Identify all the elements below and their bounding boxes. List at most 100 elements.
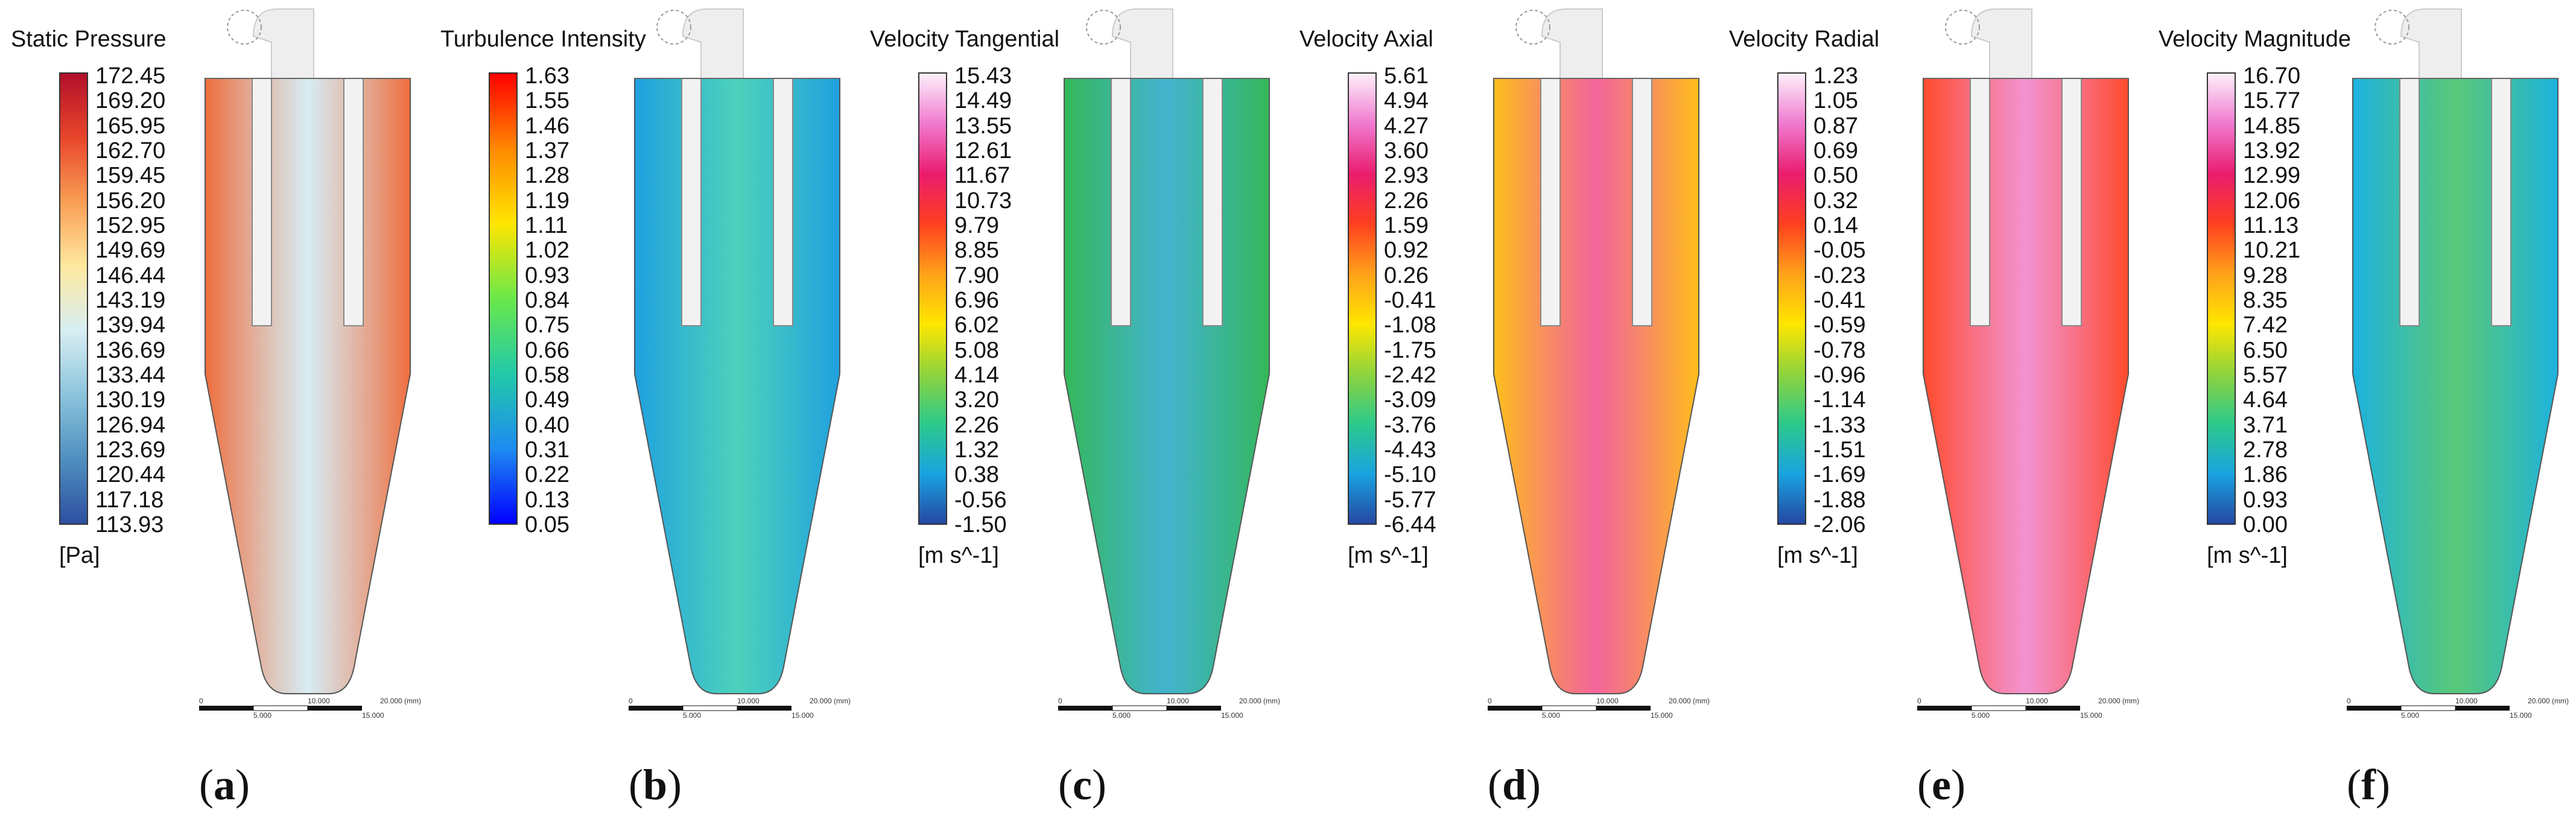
colorbar-tick-label: 5.61 bbox=[1384, 63, 1429, 89]
colorbar-tick-label: 0.92 bbox=[1384, 238, 1429, 264]
colorbar-unit: [m s^-1] bbox=[1777, 543, 1858, 568]
colorbar-tick-label: 0.31 bbox=[525, 437, 569, 463]
panel-label: (c) bbox=[1058, 761, 1106, 809]
colorbar-tick-label: 0.93 bbox=[2243, 487, 2288, 513]
colorbar-tick-label: 1.86 bbox=[2243, 462, 2288, 488]
colorbar-tick-label: 117.18 bbox=[95, 487, 164, 513]
colorbar-tick-label: 16.70 bbox=[2243, 63, 2301, 89]
colorbar-tick-label: 0.26 bbox=[1384, 262, 1429, 288]
colorbar-tick-label: 11.13 bbox=[2243, 212, 2299, 238]
colorbar-tick-label: -3.76 bbox=[1384, 412, 1436, 438]
scale-bar: 0 10.000 20.000 (mm) 5.000 15.000 bbox=[1058, 697, 1280, 720]
colorbar-tick-label: 9.79 bbox=[954, 212, 999, 238]
inlet-outline bbox=[2375, 10, 2409, 45]
inlet-pipe bbox=[1541, 8, 1603, 79]
colorbar bbox=[1777, 72, 1806, 525]
colorbar-tick-label: 113.93 bbox=[95, 512, 164, 537]
colorbar-tick-label: -0.96 bbox=[1813, 362, 1866, 388]
colorbar-tick-label: 13.92 bbox=[2243, 138, 2301, 163]
colorbar-tick-label: -6.44 bbox=[1384, 512, 1436, 537]
colorbar-tick-label: 12.99 bbox=[2243, 163, 2301, 189]
panel-c: Velocity Tangential 15.43 14.49 13.55 12.61 1… bbox=[859, 0, 1287, 827]
colorbar-tick-label: -0.59 bbox=[1813, 312, 1866, 338]
colorbar-tick-label: 169.20 bbox=[95, 88, 166, 114]
scale-bar-label: 10.000 bbox=[308, 697, 330, 705]
colorbar-tick-label: 146.44 bbox=[95, 262, 166, 288]
colorbar-tick-label: 126.94 bbox=[95, 412, 166, 438]
colorbar-tick-label: 2.93 bbox=[1384, 163, 1429, 189]
cyclone-body bbox=[1923, 78, 2129, 694]
colorbar-tick-label: -1.14 bbox=[1813, 387, 1866, 413]
colorbar-tick-label: 11.67 bbox=[954, 163, 1010, 189]
colorbar-title: Velocity Axial bbox=[1299, 27, 1433, 52]
colorbar-tick-label: 5.57 bbox=[2243, 362, 2288, 388]
colorbar-tick-label: 0.69 bbox=[1813, 138, 1858, 163]
colorbar-tick-label: 0.93 bbox=[525, 262, 569, 288]
colorbar-tick-label: -0.41 bbox=[1384, 287, 1436, 313]
colorbar-tick-label: 1.63 bbox=[525, 63, 569, 89]
colorbar-tick-label: -1.51 bbox=[1813, 437, 1866, 463]
scale-bar-label: 0 bbox=[1058, 697, 1062, 705]
scale-bar-label: 5.000 bbox=[253, 711, 271, 720]
colorbar-tick-label: 3.60 bbox=[1384, 138, 1429, 163]
colorbar-tick-label: -1.75 bbox=[1384, 337, 1436, 363]
colorbar-tick-label: -0.56 bbox=[954, 487, 1007, 513]
scale-bar-label: 10.000 bbox=[737, 697, 760, 705]
colorbar bbox=[1348, 72, 1377, 525]
cyclone-body bbox=[2352, 78, 2559, 694]
colorbar-tick-label: 152.95 bbox=[95, 212, 166, 238]
colorbar-title: Velocity Magnitude bbox=[2159, 27, 2351, 52]
scale-bar-label: 5.000 bbox=[1112, 711, 1131, 720]
colorbar-tick-label: -0.05 bbox=[1813, 238, 1866, 264]
scale-bar-label: 20.000 (mm) bbox=[810, 697, 851, 705]
panel-label: (d) bbox=[1488, 761, 1541, 809]
colorbar bbox=[2207, 72, 2236, 525]
colorbar-tick-label: 4.64 bbox=[2243, 387, 2288, 413]
scale-bar: 0 10.000 20.000 (mm) 5.000 15.000 bbox=[1488, 697, 1710, 720]
colorbar-tick-label: 0.49 bbox=[525, 387, 569, 413]
colorbar-ticks: 5.61 4.94 4.27 3.60 2.93 2.26 1.59 0.92 0.26 -0.4… bbox=[1384, 65, 1436, 536]
panel-label: (b) bbox=[629, 761, 682, 809]
cyclone-contour: 0 10.000 20.000 (mm) 5.000 15.000 bbox=[2347, 8, 2569, 720]
scale-bar: 0 10.000 20.000 (mm) 5.000 15.000 bbox=[199, 697, 421, 720]
colorbar-tick-label: 3.20 bbox=[954, 387, 999, 413]
panel-label: (f) bbox=[2347, 761, 2390, 809]
scale-bar-label: 0 bbox=[199, 697, 203, 705]
panel-f: Velocity Magnitude 16.70 15.77 14.85 13.92 12… bbox=[2148, 0, 2576, 827]
colorbar-tick-label: -0.23 bbox=[1813, 262, 1866, 288]
colorbar-tick-label: 0.40 bbox=[525, 412, 569, 438]
colorbar-tick-label: -1.88 bbox=[1813, 487, 1866, 513]
colorbar-tick-label: 1.59 bbox=[1384, 212, 1429, 238]
colorbar-tick-label: 8.35 bbox=[2243, 287, 2288, 313]
colorbar-tick-label: 159.45 bbox=[95, 163, 166, 189]
colorbar-tick-label: 9.28 bbox=[2243, 262, 2288, 288]
scale-bar-label: 20.000 (mm) bbox=[1239, 697, 1280, 705]
colorbar-tick-label: 4.27 bbox=[1384, 113, 1429, 139]
scale-bar-label: 20.000 (mm) bbox=[380, 697, 421, 705]
colorbar-tick-label: -1.33 bbox=[1813, 412, 1866, 438]
colorbar-tick-label: 123.69 bbox=[95, 437, 166, 463]
inlet-pipe bbox=[1970, 8, 2032, 79]
scale-bar-label: 15.000 bbox=[792, 711, 814, 720]
inlet-pipe bbox=[682, 8, 744, 79]
colorbar-tick-label: 1.32 bbox=[954, 437, 999, 463]
colorbar-tick-label: 172.45 bbox=[95, 63, 166, 89]
panel-d: Velocity Axial 5.61 4.94 4.27 3.60 2.93 2.26 1.… bbox=[1289, 0, 1717, 827]
inlet-outline bbox=[1515, 10, 1550, 45]
scale-bar-label: 15.000 bbox=[362, 711, 384, 720]
scale-bar-label: 5.000 bbox=[1542, 711, 1560, 720]
scale-bar-label: 5.000 bbox=[2401, 711, 2419, 720]
colorbar-ticks: 16.70 15.77 14.85 13.92 12.99 12.06 11.13 10.21… bbox=[2243, 65, 2300, 536]
colorbar-tick-label: 0.13 bbox=[525, 487, 569, 513]
inlet-outline bbox=[656, 10, 691, 45]
scale-bar: 0 10.000 20.000 (mm) 5.000 15.000 bbox=[1917, 697, 2139, 720]
colorbar-tick-label: 0.14 bbox=[1813, 212, 1858, 238]
colorbar-tick-label: -0.41 bbox=[1813, 287, 1866, 313]
colorbar-tick-label: 2.26 bbox=[1384, 188, 1429, 214]
scale-bar-label: 10.000 bbox=[2455, 697, 2478, 705]
colorbar-tick-label: 156.20 bbox=[95, 188, 166, 214]
colorbar bbox=[489, 72, 518, 525]
cyclone-contour: 0 10.000 20.000 (mm) 5.000 15.000 bbox=[199, 8, 421, 720]
colorbar-ticks: 1.23 1.05 0.87 0.69 0.50 0.32 0.14 -0.05 -0.23 -0… bbox=[1813, 65, 1866, 536]
scale-bar-label: 10.000 bbox=[1596, 697, 1619, 705]
